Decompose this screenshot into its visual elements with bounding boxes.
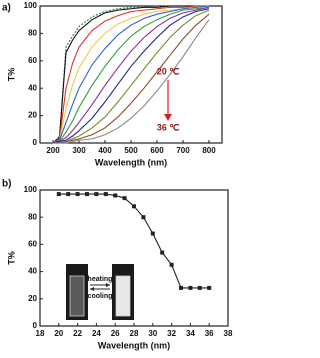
x-tick-label: 36 (205, 329, 214, 338)
marker (113, 193, 118, 198)
marker (56, 192, 61, 197)
y-tick-label: 100 (24, 185, 38, 194)
y-axis-label: T% (6, 251, 16, 265)
data-line (53, 9, 210, 144)
vial-opaque (115, 275, 131, 317)
marker (66, 192, 71, 197)
x-tick-label: 26 (111, 329, 120, 338)
data-line (52, 5, 210, 144)
x-tick-label: 30 (148, 329, 157, 338)
x-tick-label: 400 (98, 146, 112, 155)
marker (188, 285, 193, 290)
data-line (52, 5, 209, 144)
x-tick-label: 24 (92, 329, 101, 338)
x-axis-label: Wavelength (nm) (98, 340, 170, 350)
x-tick-label: 28 (130, 329, 139, 338)
marker (141, 215, 146, 220)
y-tick-label: 80 (28, 212, 37, 221)
y-tick-label: 60 (28, 240, 37, 249)
marker (197, 285, 202, 290)
x-tick-label: 22 (73, 329, 82, 338)
annotation: 20 ℃ (157, 66, 180, 76)
marker (207, 285, 212, 290)
x-tick-label: 600 (150, 146, 164, 155)
y-tick-label: 60 (28, 56, 37, 65)
x-tick-label: 38 (224, 329, 233, 338)
y-tick-label: 100 (24, 1, 38, 10)
arrow-head (90, 287, 94, 291)
marker (150, 231, 155, 236)
marker (85, 192, 89, 197)
x-tick-label: 800 (202, 146, 216, 155)
annotation: cooling (88, 293, 113, 300)
x-tick-label: 18 (36, 329, 45, 338)
y-tick-label: 20 (28, 294, 37, 303)
y-tick-label: 40 (28, 267, 37, 276)
arrow-head (106, 283, 110, 287)
annotation: 36 ℃ (157, 122, 180, 132)
vial-clear (69, 275, 85, 317)
x-tick-label: 300 (72, 146, 86, 155)
data-line (52, 5, 209, 144)
data-line (53, 19, 210, 144)
data-line (52, 5, 210, 144)
marker (160, 250, 165, 255)
marker (75, 192, 80, 197)
y-tick-label: 0 (33, 321, 38, 330)
panel-label: a) (2, 3, 11, 14)
x-tick-label: 500 (124, 146, 138, 155)
x-axis-label: Wavelength (nm) (95, 157, 167, 167)
y-tick-label: 40 (28, 83, 37, 92)
y-tick-label: 80 (28, 29, 37, 38)
annotation: heating (88, 276, 113, 283)
x-tick-label: 20 (54, 329, 63, 338)
marker (169, 262, 174, 267)
panel-label: b) (2, 179, 11, 190)
x-tick-label: 34 (186, 329, 195, 338)
marker (179, 285, 183, 290)
marker (122, 196, 127, 201)
x-tick-label: 700 (176, 146, 190, 155)
y-axis-label: T% (6, 68, 16, 82)
data-line (52, 6, 210, 144)
marker (94, 192, 99, 197)
data-line (53, 13, 210, 144)
data-line (52, 5, 209, 144)
arrow-head (164, 114, 172, 121)
x-tick-label: 32 (167, 329, 176, 338)
marker (103, 192, 108, 197)
data-line (52, 8, 210, 144)
data-line (52, 6, 210, 144)
x-tick-label: 200 (46, 146, 60, 155)
marker (132, 204, 136, 209)
y-tick-label: 20 (28, 111, 37, 120)
y-tick-label: 0 (33, 138, 38, 147)
